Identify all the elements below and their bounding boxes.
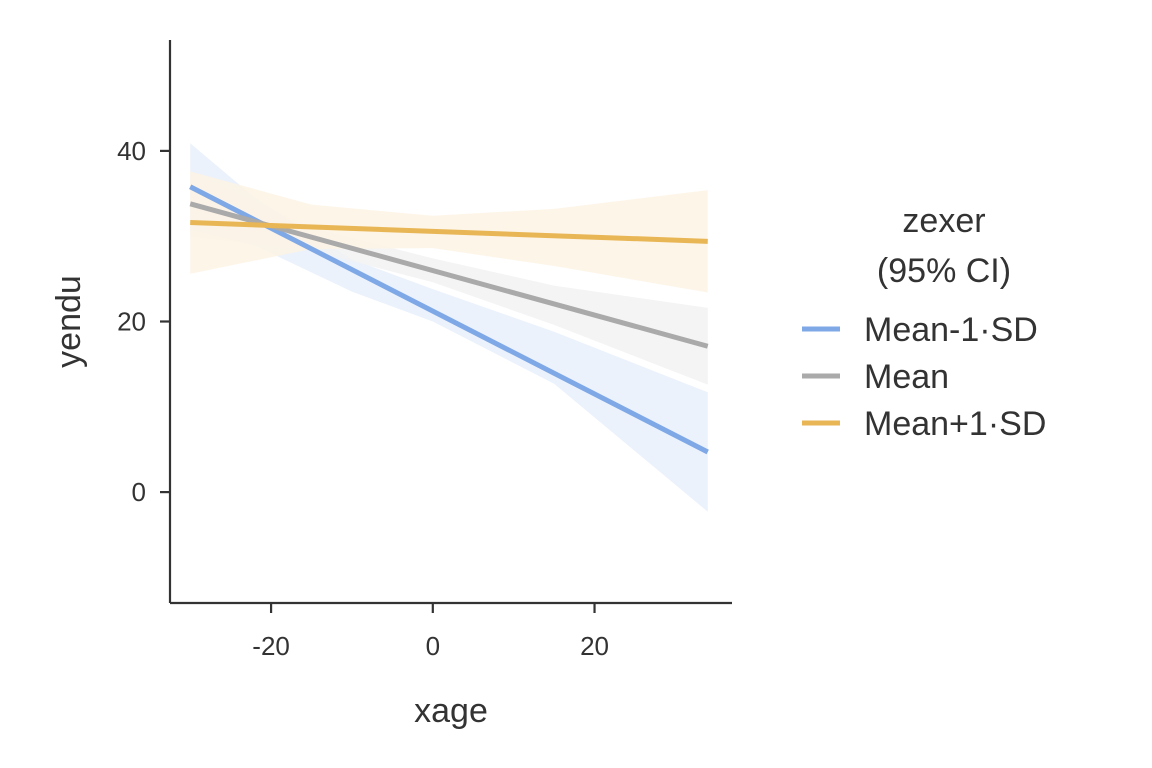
series-line-0 bbox=[189, 184, 709, 455]
y-tick-label: 0 bbox=[132, 477, 146, 507]
legend-items: Mean-1·SD Mean Mean+1·SD bbox=[802, 311, 1046, 443]
x-axis-ticks: -20 0 20 bbox=[252, 603, 609, 661]
y-axis-title: yendu bbox=[50, 275, 88, 368]
legend-label-2: Mean+1·SD bbox=[864, 405, 1046, 443]
confidence-bands bbox=[190, 143, 708, 512]
x-tick-label: -20 bbox=[252, 631, 290, 661]
x-tick-label: 0 bbox=[426, 631, 440, 661]
legend: zexer (95% CI) Mean-1·SD Mean Mean+1·SD bbox=[802, 202, 1046, 443]
x-axis-title: xage bbox=[414, 692, 488, 730]
legend-title-line-2: (95% CI) bbox=[877, 252, 1011, 290]
legend-label-1: Mean bbox=[864, 358, 949, 396]
y-axis-ticks: 0 20 40 bbox=[117, 136, 170, 507]
legend-title-line-1: zexer bbox=[902, 202, 985, 240]
ci-band-0 bbox=[190, 143, 708, 512]
y-tick-label: 20 bbox=[117, 307, 146, 337]
ci-band-1 bbox=[190, 171, 708, 385]
y-tick-label: 40 bbox=[117, 136, 146, 166]
x-tick-label: 20 bbox=[580, 631, 609, 661]
series-line-2 bbox=[190, 220, 708, 244]
legend-label-0: Mean-1·SD bbox=[864, 311, 1038, 349]
series-lines bbox=[189, 184, 709, 455]
